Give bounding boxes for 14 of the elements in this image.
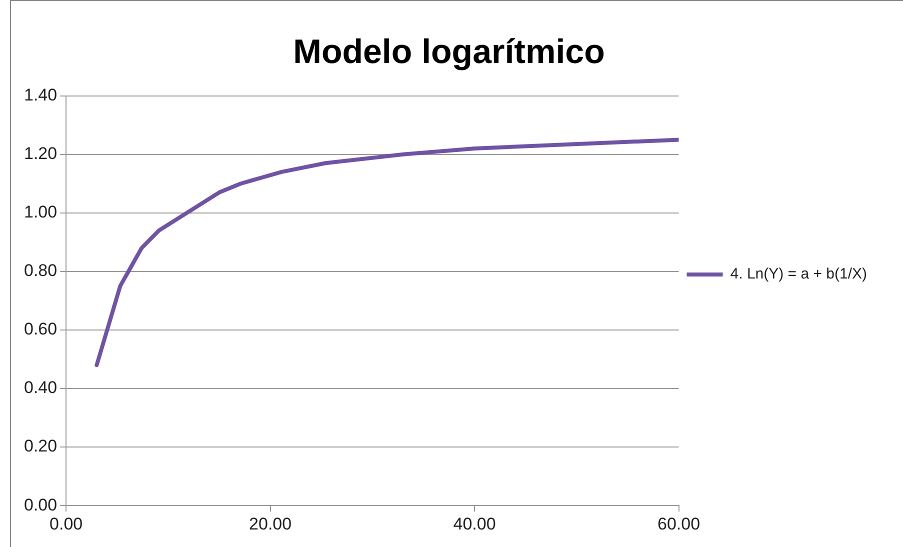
y-tick-label: 0.00: [24, 495, 58, 514]
y-tick-label: 0.40: [24, 378, 58, 398]
x-tick-label: 60.00: [657, 514, 700, 534]
y-tick-label: 0.20: [24, 436, 58, 456]
x-tick-label: 20.00: [249, 514, 292, 534]
x-tick-label: 0.00: [50, 514, 83, 534]
chart-title: Modelo logarítmico: [293, 32, 605, 71]
x-tick-label: 40.00: [453, 514, 496, 534]
y-tick-label: 1.00: [24, 202, 58, 222]
legend-label: 4. Ln(Y) = a + b(1/X): [730, 266, 868, 283]
y-tick-label: 0.80: [24, 261, 58, 280]
y-tick-label: 0.60: [24, 320, 58, 339]
y-tick-label: 1.20: [24, 144, 58, 164]
y-tick-label: 1.40: [24, 85, 58, 104]
